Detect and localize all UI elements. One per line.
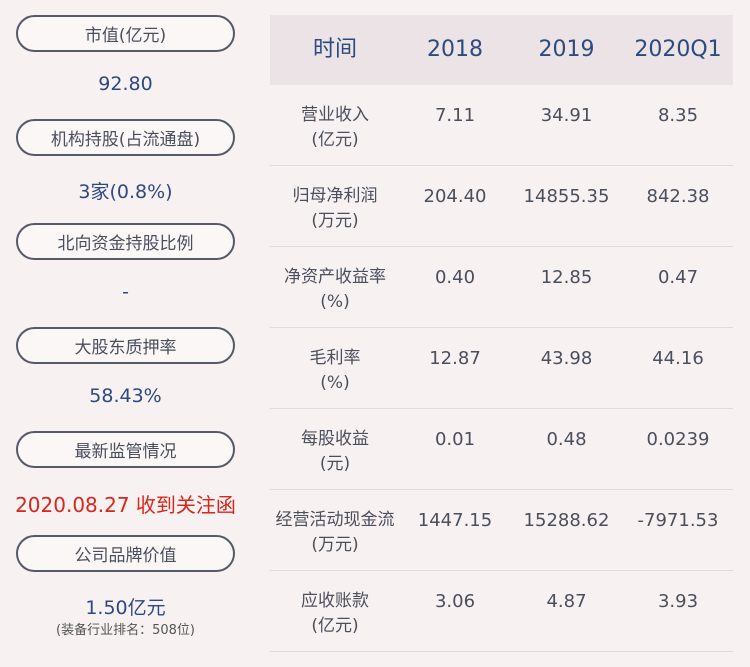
cell-2018: 7.11 — [434, 105, 476, 126]
cell-2019: 12.85 — [540, 267, 593, 288]
row-label-name: 毛利率 — [309, 348, 361, 368]
cell-2018: 0.01 — [434, 429, 476, 450]
row-label: 经营活动现金流 (万元) — [270, 508, 400, 558]
row-label: 归母净利润 (万元) — [270, 184, 400, 234]
regulatory-status-label: 最新监管情况 — [16, 431, 235, 468]
row-label-unit: (%) — [320, 373, 350, 393]
cell-2020q1: -7971.53 — [637, 510, 719, 531]
cell-2019: 34.91 — [540, 105, 593, 126]
row-label-unit: (元) — [319, 454, 351, 474]
header-2018: 2018 — [427, 37, 483, 62]
row-label-name: 每股收益 — [301, 429, 369, 449]
brand-value-label: 公司品牌价值 — [16, 535, 235, 572]
northbound-holding-value: - — [122, 281, 129, 303]
row-label: 毛利率 (%) — [270, 346, 400, 396]
table-row: 营业收入 (亿元) 7.11 34.91 8.35 — [270, 85, 733, 166]
row-label-unit: (万元) — [311, 211, 359, 231]
row-label-name: 应收账款 — [301, 591, 369, 611]
cell-2020q1: 0.0239 — [646, 429, 710, 450]
institutional-holding-label: 机构持股(占流通盘) — [16, 119, 235, 156]
row-label-name: 净资产收益率 — [284, 267, 386, 287]
cell-2018: 12.87 — [429, 348, 481, 369]
cell-2020q1: 8.35 — [657, 105, 699, 126]
row-label-name: 营业收入 — [301, 105, 369, 125]
cell-2019: 0.48 — [546, 429, 587, 450]
row-label-unit: (万元) — [311, 535, 359, 555]
header-time: 时间 — [312, 37, 357, 62]
brand-value-value: 1.50亿元 — [85, 597, 166, 619]
pledge-ratio-value: 58.43% — [89, 385, 162, 407]
regulatory-status-value: 2020.08.27 收到关注函 — [15, 493, 236, 517]
cell-2018: 3.06 — [434, 591, 476, 612]
cell-2020q1: 3.93 — [657, 591, 699, 612]
cell-2019: 43.98 — [540, 348, 593, 369]
table-row: 每股收益 (元) 0.01 0.48 0.0239 — [270, 409, 733, 490]
row-label: 营业收入 (亿元) — [270, 103, 400, 153]
market-cap-label: 市值(亿元) — [16, 15, 235, 52]
pledge-ratio-label: 大股东质押率 — [16, 327, 235, 364]
brand-rank-note: (装备行业排名：508位) — [56, 623, 195, 638]
cell-2018: 1447.15 — [417, 510, 493, 531]
row-label-unit: (亿元) — [311, 130, 359, 150]
row-label-name: 归母净利润 — [292, 186, 378, 206]
table-row: 应收账款 (亿元) 3.06 4.87 3.93 — [270, 571, 733, 652]
row-label: 净资产收益率 (%) — [270, 265, 400, 315]
northbound-holding-label: 北向资金持股比例 — [16, 223, 235, 260]
cell-2020q1: 0.47 — [657, 267, 699, 288]
cell-2019: 15288.62 — [523, 510, 610, 531]
table-row: 经营活动现金流 (万元) 1447.15 15288.62 -7971.53 — [270, 490, 733, 571]
row-label-unit: (亿元) — [311, 616, 359, 636]
cell-2020q1: 44.16 — [652, 348, 704, 369]
cell-2018: 0.40 — [434, 267, 476, 288]
table-row: 毛利率 (%) 12.87 43.98 44.16 — [270, 328, 733, 409]
header-2020q1: 2020Q1 — [634, 37, 722, 62]
row-label: 应收账款 (亿元) — [270, 589, 400, 639]
cell-2020q1: 842.38 — [646, 186, 710, 207]
cell-2018: 204.40 — [423, 186, 487, 207]
header-2019: 2019 — [538, 37, 595, 62]
row-label-unit: (%) — [320, 292, 350, 312]
row-label: 每股收益 (元) — [270, 427, 400, 477]
cell-2019: 14855.35 — [523, 186, 610, 207]
market-cap-value: 92.80 — [98, 73, 153, 95]
institutional-holding-value: 3家(0.8%) — [78, 181, 173, 203]
table-header: 时间 2018 2019 2020Q1 — [270, 15, 733, 85]
cell-2019: 4.87 — [546, 591, 587, 612]
table-row: 归母净利润 (万元) 204.40 14855.35 842.38 — [270, 166, 733, 247]
row-label-name: 经营活动现金流 — [275, 510, 395, 530]
table-row: 净资产收益率 (%) 0.40 12.85 0.47 — [270, 247, 733, 328]
